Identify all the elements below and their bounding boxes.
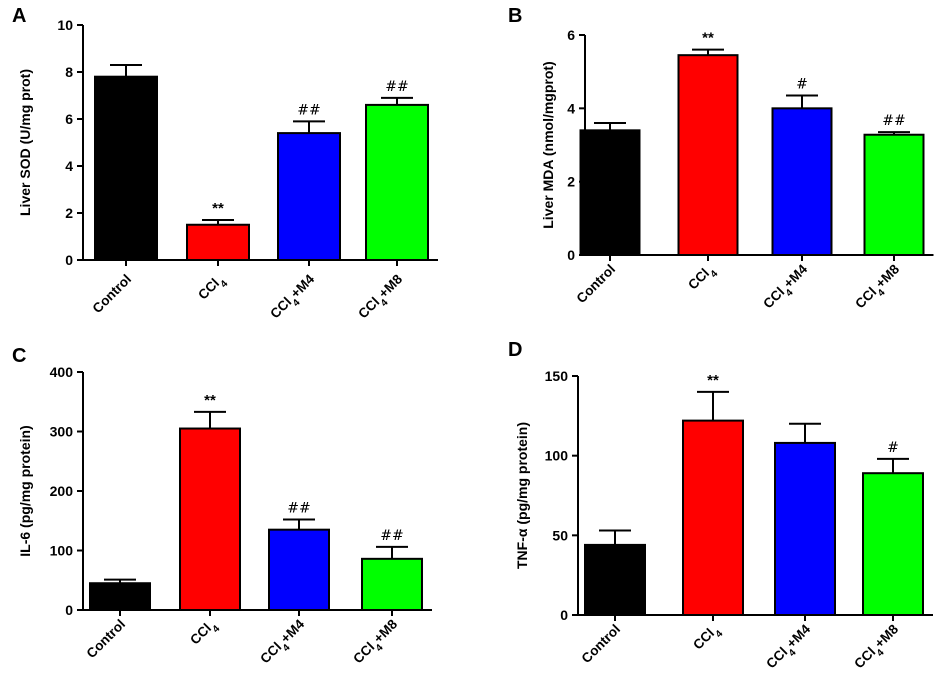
y-tick-label: 6 [567,27,575,43]
y-tick-label: 6 [65,111,73,127]
significance-label: ** [702,30,714,47]
bar [277,132,341,262]
bar [584,543,646,616]
chart-panel-d: D TNF-α (pg/mg protein) 0 50 100 150 Control **… [508,339,933,675]
x-tick-label: CCl4+M8 [851,621,905,675]
bar [365,103,429,262]
bar [771,107,833,257]
significance-label: # [887,440,899,456]
y-tick-label: 400 [50,364,74,380]
bar [863,133,925,257]
x-tick-label: Control [574,262,619,307]
bar [186,223,250,261]
x-tick-label: CCl4+M4 [267,271,321,325]
y-tick-label: 0 [65,602,73,618]
panel-letter: A [12,5,26,27]
bar [94,75,158,261]
y-axis-label: Liver MDA (nmol/mgprot) [540,61,556,228]
significance-label: ** [212,200,224,217]
bar [579,129,641,256]
significance-label: ## [385,79,408,95]
x-tick-label: CCl4 [690,621,725,656]
panel-letter: C [12,345,26,367]
bar [268,528,330,611]
panel-letter: B [508,5,522,27]
bar [677,54,739,256]
y-tick-label: 50 [552,527,568,543]
significance-label: ** [707,372,719,389]
x-tick-label: CCl4+M8 [355,271,409,325]
x-tick-label: Control [84,617,129,662]
x-tick-label: Control [90,272,135,317]
x-tick-label: Control [579,622,624,667]
y-tick-label: 0 [567,247,575,263]
y-tick-label: 150 [545,368,569,384]
x-tick-label: CCl4+M8 [852,261,906,315]
bar [89,582,151,611]
bar [361,557,423,612]
y-tick-label: 8 [65,64,73,80]
chart-panel-c: C IL-6 (pg/mg protein) 0 100 200 300 400 Contro… [12,345,432,670]
x-tick-label: CCl4+M4 [257,616,311,670]
significance-label: ## [287,501,310,517]
y-tick-label: 10 [57,17,73,33]
x-tick-label: CCl4+M4 [760,261,814,315]
panel-letter: D [508,339,522,361]
y-axis-label: TNF-α (pg/mg protein) [514,422,530,569]
x-tick-label: CCl4 [685,261,720,296]
y-axis-label: Liver SOD (U/mg prot) [17,69,33,216]
x-tick-label: CCl4 [195,271,230,306]
bar [179,427,241,611]
significance-label: ## [882,113,905,129]
chart-panel-b: B Liver MDA (nmol/mgprot) 0 2 4 6 Control ** CCl… [508,5,934,315]
y-tick-label: 2 [567,174,575,190]
y-tick-label: 0 [560,607,568,623]
y-tick-label: 200 [50,483,74,499]
significance-label: # [796,77,808,93]
y-tick-label: 100 [545,448,569,464]
y-tick-label: 4 [567,100,575,116]
y-tick-label: 4 [65,158,73,174]
y-tick-label: 300 [50,424,74,440]
chart-panel-a: A Liver SOD (U/mg prot) 0 2 4 6 8 10 Control ** CC… [12,5,438,325]
x-tick-label: CCl4+M8 [350,616,404,670]
significance-label: ** [204,392,216,409]
y-axis-label: IL-6 (pg/mg protein) [17,425,33,556]
bar [774,441,836,617]
x-tick-label: CCl4+M4 [763,621,817,675]
significance-label: ## [380,528,403,544]
y-tick-label: 100 [50,543,74,559]
bar [682,419,744,617]
y-tick-label: 2 [65,205,73,221]
bar [862,472,924,616]
significance-label: ## [297,102,320,118]
y-tick-label: 0 [65,252,73,268]
x-tick-label: CCl4 [187,616,222,651]
